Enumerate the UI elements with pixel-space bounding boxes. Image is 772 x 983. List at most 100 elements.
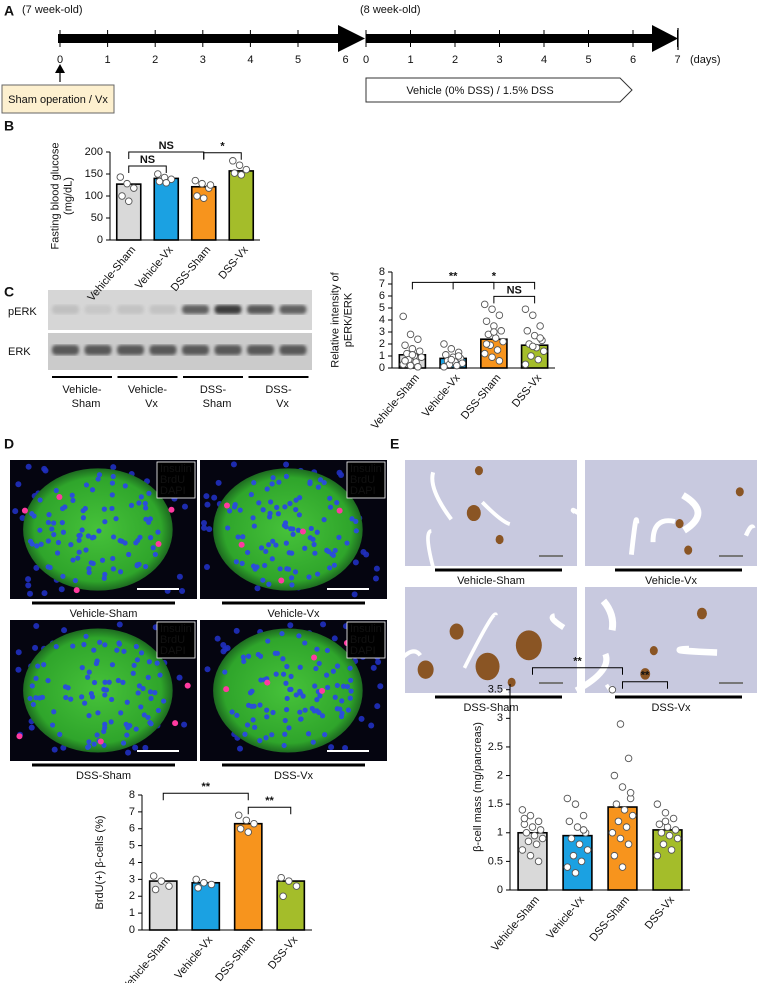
nucleus xyxy=(328,744,335,751)
y-tick-label: 6 xyxy=(379,290,385,302)
nucleus xyxy=(302,707,308,713)
bar xyxy=(148,880,178,931)
data-point xyxy=(116,173,125,181)
nucleus xyxy=(86,566,92,572)
nucleus xyxy=(45,677,51,684)
data-point xyxy=(242,816,251,825)
nucleus xyxy=(266,581,272,587)
caption: Vehicle-Vx xyxy=(645,575,697,587)
nucleus xyxy=(45,538,51,544)
data-point xyxy=(236,825,245,833)
nucleus xyxy=(120,740,127,746)
nucleus xyxy=(102,692,108,698)
nucleus xyxy=(305,731,312,737)
nucleus xyxy=(275,511,281,517)
nucleus xyxy=(102,679,108,685)
nucleus xyxy=(322,732,328,738)
nucleus xyxy=(94,732,100,738)
nucleus xyxy=(308,525,314,532)
data-point xyxy=(237,171,245,179)
nucleus xyxy=(344,683,351,690)
nucleus xyxy=(109,480,116,486)
data-point xyxy=(199,194,208,202)
timeline-arrowhead xyxy=(338,25,365,52)
brdu-nucleus xyxy=(16,733,23,740)
islet-stain xyxy=(675,519,684,529)
nucleus xyxy=(37,497,43,503)
y-axis-label: BrdU(+) β-cells (%) xyxy=(94,815,106,909)
islet-stain xyxy=(515,630,542,661)
erk-band xyxy=(247,345,274,355)
nucleus xyxy=(313,665,319,672)
nucleus xyxy=(70,643,76,649)
nucleus xyxy=(372,575,379,582)
data-point xyxy=(482,317,491,325)
nucleus xyxy=(234,712,240,718)
nucleus xyxy=(283,680,289,686)
significance-label: ** xyxy=(573,656,582,668)
y-tick-label: 5 xyxy=(379,302,385,314)
nucleus xyxy=(283,524,289,530)
data-point xyxy=(207,880,216,889)
nucleus xyxy=(108,719,114,725)
data-point xyxy=(399,312,407,321)
nucleus xyxy=(260,577,266,583)
nucleus xyxy=(27,538,34,544)
brdu-nucleus xyxy=(299,528,306,535)
nucleus xyxy=(203,493,210,500)
data-point xyxy=(447,355,456,364)
significance-bracket xyxy=(532,667,623,675)
nucleus xyxy=(284,663,290,670)
nucleus xyxy=(266,542,272,548)
bar xyxy=(607,806,638,891)
nucleus xyxy=(86,569,92,576)
nucleus xyxy=(53,643,59,650)
significance-bracket xyxy=(128,165,167,173)
nucleus xyxy=(282,731,288,737)
nucleus xyxy=(102,519,108,525)
perk-band xyxy=(117,305,144,314)
nucleus xyxy=(368,722,375,729)
nucleus xyxy=(247,690,254,696)
islet-stain xyxy=(649,646,658,656)
data-point xyxy=(521,305,530,313)
caption: Vehicle-Sham xyxy=(70,608,138,620)
data-point xyxy=(530,831,539,840)
nucleus xyxy=(338,471,345,478)
data-point xyxy=(527,352,535,360)
bar xyxy=(233,822,263,931)
nucleus xyxy=(251,523,257,529)
nucleus xyxy=(70,497,76,503)
nucleus xyxy=(267,510,273,516)
nucleus xyxy=(33,623,40,630)
nucleus xyxy=(34,543,40,549)
nucleus xyxy=(25,582,32,589)
brdu-nucleus xyxy=(238,541,245,548)
nucleus xyxy=(68,696,74,702)
nucleus xyxy=(373,565,380,572)
x-tick-label: DSS-Vx xyxy=(216,244,251,282)
nucleus xyxy=(220,648,227,655)
x-tick-label: DSS-Sham xyxy=(587,894,632,944)
nucleus xyxy=(68,542,74,548)
nucleus xyxy=(282,717,288,724)
nucleus xyxy=(348,688,354,694)
data-point xyxy=(661,809,670,817)
nucleus xyxy=(297,664,303,670)
nucleus xyxy=(353,528,359,534)
data-point xyxy=(417,353,426,361)
data-point xyxy=(532,840,541,848)
nucleus xyxy=(206,526,213,533)
nucleus xyxy=(85,533,91,539)
nucleus xyxy=(58,586,65,593)
nucleus xyxy=(274,650,280,656)
nucleus xyxy=(286,550,292,556)
nucleus xyxy=(32,644,39,651)
data-point xyxy=(440,340,448,348)
nucleus xyxy=(138,650,145,656)
nucleus xyxy=(240,534,246,540)
nucleus xyxy=(277,566,283,572)
significance-label: NS xyxy=(140,154,155,166)
data-point xyxy=(495,357,504,365)
nucleus xyxy=(270,538,276,544)
